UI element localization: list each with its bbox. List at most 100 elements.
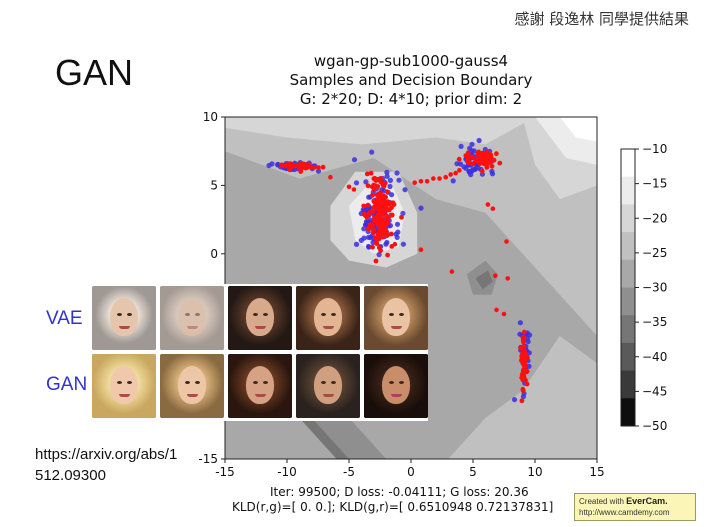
colorbar-band [621,398,635,427]
generated-sample-point [367,222,373,227]
generated-sample-point [380,197,386,203]
real-sample-point [517,320,524,326]
generated-sample-point [521,373,527,379]
real-sample-point [463,165,469,171]
generated-sample-point [373,258,379,264]
generated-sample-point [493,273,498,278]
generated-sample-point [523,369,529,375]
generated-sample-point [373,203,379,209]
colorbar-tick-label: −25 [642,246,667,260]
real-sample-point [351,157,358,163]
paper-link[interactable]: https://arxiv.org/abs/1512.09300 [35,446,178,484]
generated-sample-point [488,154,494,160]
generated-sample-point [384,233,390,239]
colorbar-tick-label: −35 [642,315,667,329]
generated-sample-point [465,158,470,164]
generated-sample-point [367,225,373,231]
generated-sample-point [368,170,374,176]
colorbar-tick-label: −50 [642,419,667,433]
generated-sample-point [520,388,526,393]
colorbar-band [621,232,635,261]
real-sample-point [361,226,367,232]
real-sample-point [476,137,482,144]
generated-sample-point [476,155,482,160]
colorbar-band [621,149,635,178]
generated-sample-point [304,165,310,170]
real-sample-point [366,194,372,200]
generated-sample-point [376,232,381,237]
real-sample-point [315,168,322,174]
iter-loss-text: Iter: 99500; D loss: -0.04111; G loss: 2… [270,485,529,499]
real-sample-point [369,149,375,155]
real-sample-point [400,241,406,247]
vae-face-4 [296,286,360,350]
generated-sample-point [494,151,499,157]
generated-sample-point [378,248,383,254]
generated-sample-point [372,218,377,224]
colorbar-tick-label: −15 [642,177,667,191]
generated-sample-point [521,351,526,356]
gan-face-1 [92,354,156,418]
vae-face-3 [228,286,292,350]
generated-sample-point [365,202,371,208]
real-sample-point [370,239,376,246]
x-tick-label: 10 [527,465,542,479]
real-sample-point [384,173,390,179]
generated-sample-point [365,183,371,189]
generated-sample-point [521,358,527,364]
generated-sample-point [375,219,381,225]
generated-sample-point [519,398,525,404]
generated-sample-point [520,344,526,350]
real-sample-point [275,161,281,167]
plot-title-line2: Samples and Decision Boundary [289,71,533,89]
generated-sample-point [371,227,377,233]
colorbar-band [621,315,635,344]
real-sample-point [387,183,393,190]
generated-sample-point [376,236,382,242]
generated-sample-point [466,154,472,160]
x-tick-label: -10 [277,465,297,479]
generated-sample-point [385,252,390,258]
real-sample-point [511,397,518,403]
x-tick-label: 5 [469,465,477,479]
generated-sample-point [289,163,295,169]
generated-sample-point [476,149,481,155]
real-sample-point [366,244,372,250]
generated-sample-point [372,200,378,206]
generated-sample-point [328,174,333,180]
colorbar-tick-label: −10 [642,142,667,156]
vae-face-2 [160,286,224,350]
generated-sample-point [362,211,367,217]
face-comparison-grid [92,284,428,421]
generated-sample-point [457,168,462,173]
generated-sample-point [456,156,462,162]
generated-sample-point [424,178,430,184]
real-sample-point [402,187,408,193]
plot-title-line1: wgan-gp-sub1000-gauss4 [313,52,509,70]
generated-sample-point [465,150,471,156]
generated-sample-point [520,337,526,343]
generated-sample-point [377,228,382,233]
colorbar-band [621,204,635,233]
generated-sample-point [379,222,385,228]
generated-sample-point [418,178,424,184]
generated-sample-point [372,215,377,220]
generated-sample-point [501,311,507,317]
real-sample-point [384,169,390,175]
generated-sample-point [370,209,376,215]
slide-title: GAN [55,52,134,93]
real-sample-point [394,221,401,227]
real-sample-point [353,241,360,247]
colorbar-band [621,287,635,316]
real-sample-point [418,205,424,211]
generated-sample-point [384,189,390,195]
real-sample-point [353,180,360,186]
colorbar-band [621,176,635,205]
real-sample-point [396,177,402,183]
colorbar-tick-label: −40 [642,350,667,364]
gan-row-label: GAN [46,374,88,395]
real-sample-point [489,171,496,177]
real-sample-point [360,207,366,213]
real-sample-point [384,239,390,246]
real-sample-point [469,141,475,147]
